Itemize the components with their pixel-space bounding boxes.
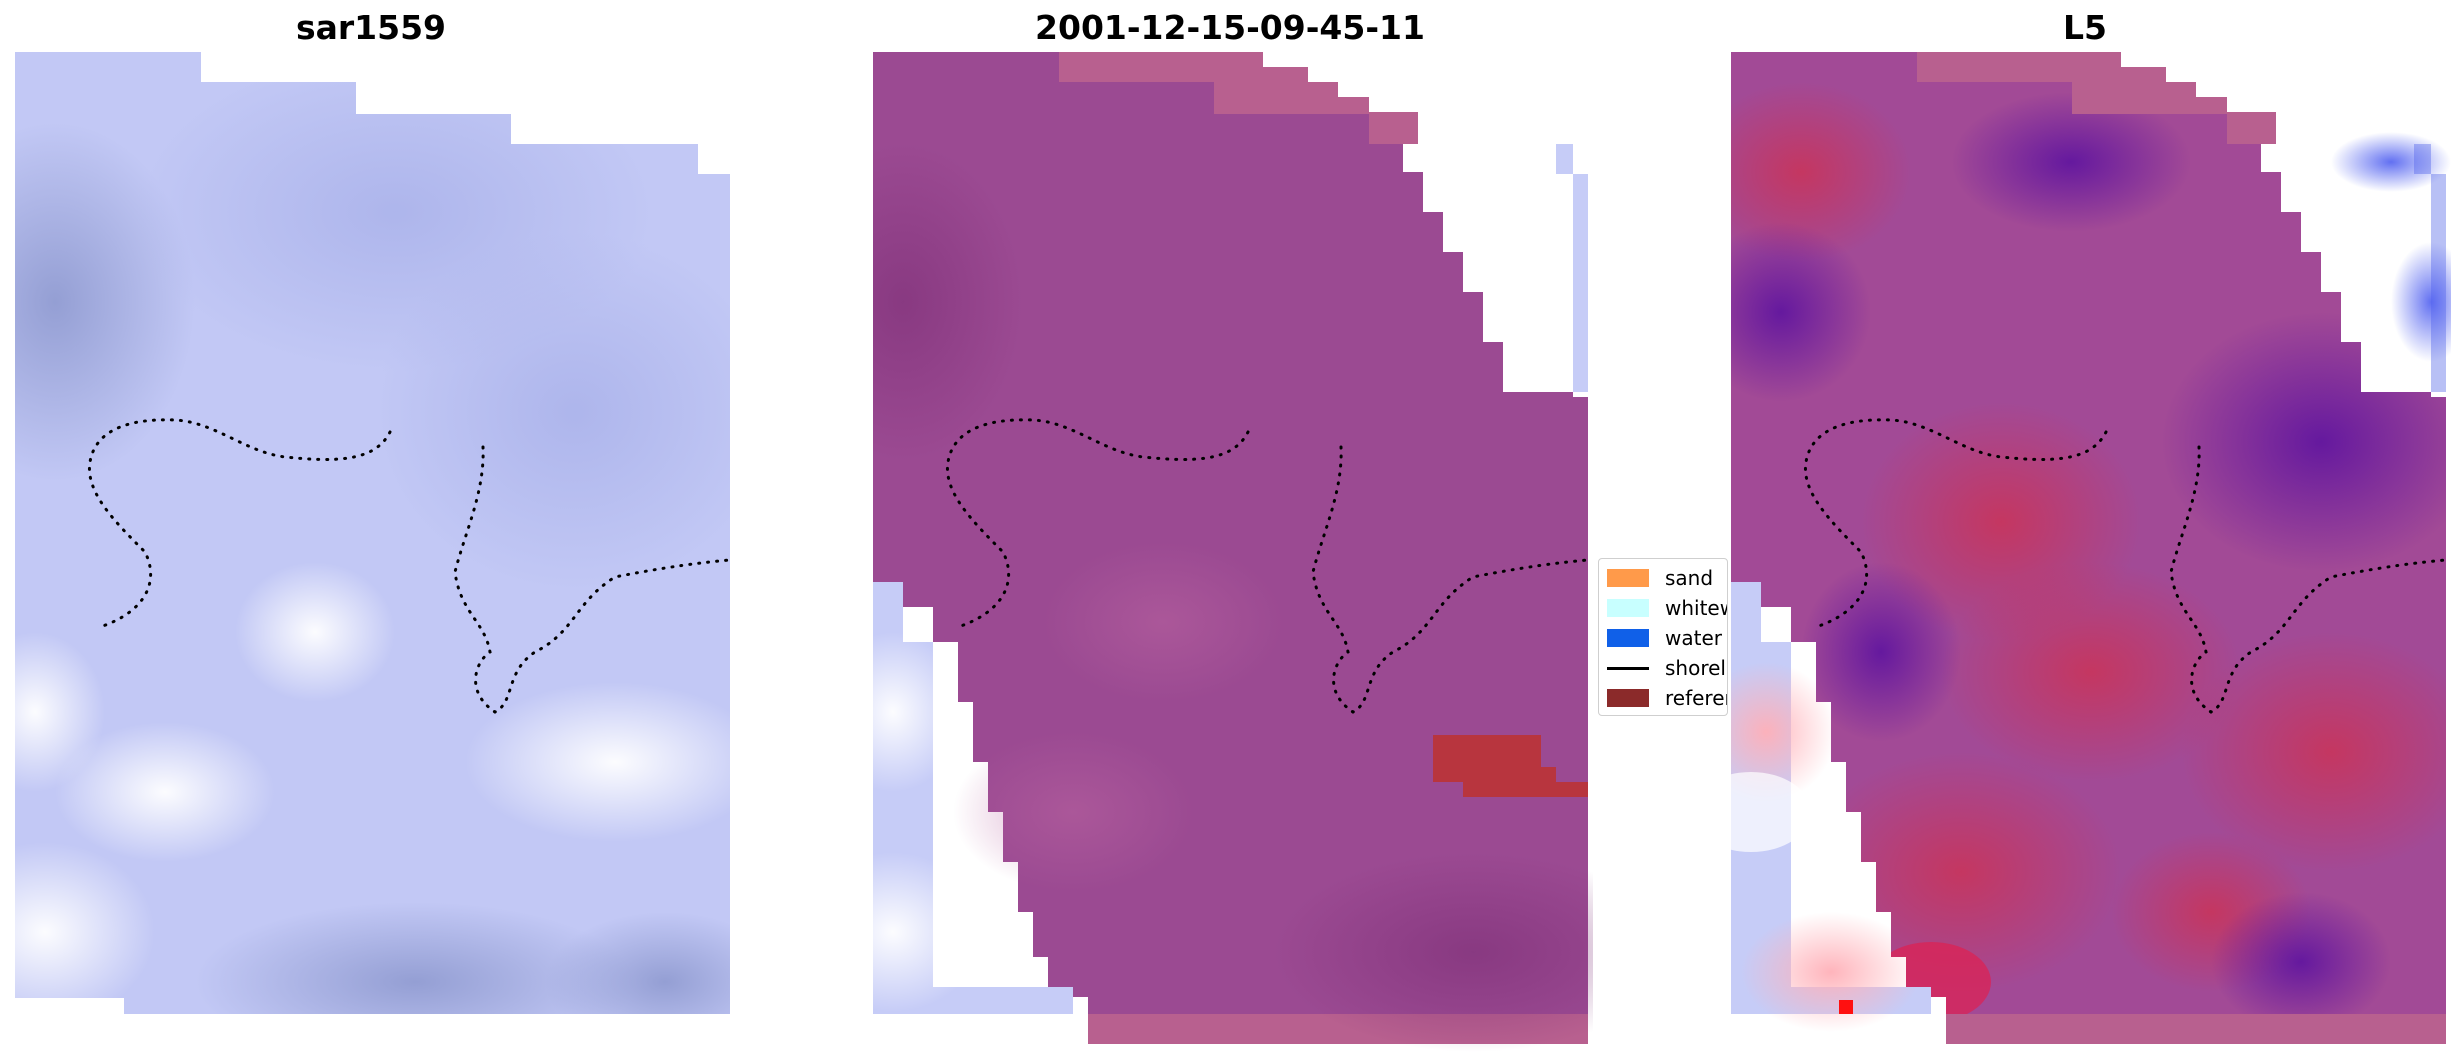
legend-item-sand: sand <box>1607 565 1713 591</box>
shoreline-line-swatch <box>1607 659 1649 677</box>
panel-title-l5: L5 <box>2063 8 2107 47</box>
legend-item-shoreline: shoreline <box>1607 655 1727 681</box>
reference-buffer-swatch <box>1607 689 1649 707</box>
legend-label-reference-buffer: reference shoreline buffer <box>1665 686 1727 710</box>
legend-item-reference-buffer: reference shoreline buffer <box>1607 685 1727 711</box>
sar-image-panel <box>15 52 732 1014</box>
l5-image-panel <box>1731 52 2451 1044</box>
legend-label-shoreline: shoreline <box>1665 656 1727 680</box>
panel-title-sar: sar1559 <box>295 8 447 47</box>
legend-label-sand: sand <box>1665 566 1714 590</box>
legend-label-water: water <box>1665 626 1722 650</box>
classified-image-panel <box>873 52 1593 1052</box>
whitewater-swatch <box>1607 599 1649 617</box>
legend-item-water: water <box>1607 625 1722 651</box>
water-swatch <box>1607 629 1649 647</box>
sand-swatch <box>1607 569 1649 587</box>
panel-title-date: 2001-12-15-09-45-11 <box>1035 8 1425 47</box>
